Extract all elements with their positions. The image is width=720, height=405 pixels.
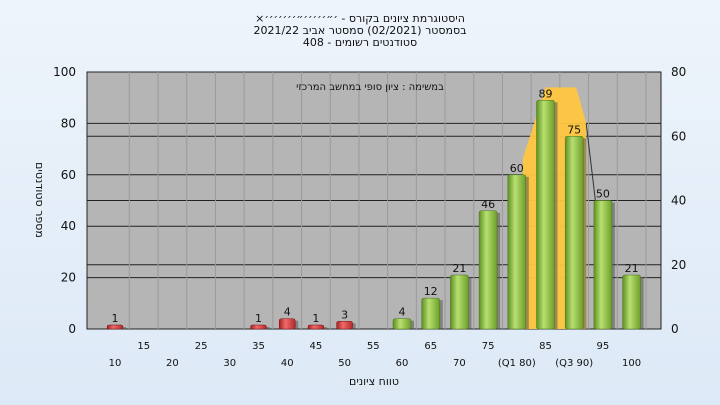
x-axis-label: טווח ציונים [349, 375, 399, 388]
y-tick-right-0: 0 [671, 322, 679, 336]
bar-60 [392, 318, 412, 330]
y-tick-left-5: 100 [53, 65, 76, 79]
y-tick-right-4: 80 [671, 65, 686, 79]
chart-title: ×היסטוגרמת ציונים בקורס - ׳״׳׳׳׳׳״׳׳׳׳׳׳… [255, 12, 465, 25]
bar-85 [536, 100, 555, 330]
y-axis-label: מספר סטודנטים [33, 162, 46, 238]
bar-40 [278, 318, 296, 330]
x-tick-lower-0: 10 [109, 358, 122, 369]
y-tick-right-2: 40 [671, 194, 686, 208]
bar-label-70: 21 [452, 262, 466, 275]
x-tick-upper-2: 35 [252, 341, 265, 352]
y-tick-left-0: 0 [68, 322, 76, 336]
x-tick-lower-7: (Q1 80) [498, 358, 536, 369]
x-tick-lower-9: 100 [622, 358, 641, 369]
x-tick-upper-4: 55 [367, 341, 380, 352]
bar-45 [307, 324, 325, 330]
bar-label-40: 4 [284, 306, 291, 319]
bar-label-80: 60 [510, 162, 524, 175]
x-tick-upper-8: 95 [597, 341, 610, 352]
x-tick-lower-6: 70 [453, 358, 466, 369]
y-tick-left-3: 60 [61, 168, 76, 182]
y-tick-right-3: 60 [671, 129, 686, 143]
x-tick-upper-0: 15 [137, 341, 150, 352]
x-tick-upper-3: 45 [310, 341, 323, 352]
x-tick-lower-4: 50 [338, 358, 351, 369]
bar-90 [564, 136, 584, 330]
bar-label-45: 1 [312, 312, 319, 325]
bar-50 [336, 321, 353, 330]
axes: 0 20 40 60 80 100 0 20 40 60 80 15 25 35 45 55 65 75 85 95 1… [53, 65, 686, 369]
bar-label-100: 21 [625, 262, 639, 275]
x-tick-lower-1: 20 [166, 358, 179, 369]
bar-80 [507, 174, 527, 330]
x-tick-lower-5: 60 [396, 358, 409, 369]
chart-annotation: במשימה : ציון סופי במחשב המרכזי [296, 82, 444, 93]
y-tick-left-2: 40 [61, 219, 76, 233]
bar-label-60: 4 [399, 306, 406, 319]
x-tick-upper-7: 85 [539, 341, 552, 352]
bar-100 [622, 274, 641, 330]
x-tick-lower-2: 30 [223, 358, 236, 369]
chart-subtitle: בסמסטר (02/2021) סמסטר אביב 2021/22 [253, 24, 467, 37]
y-tick-right-1: 20 [671, 258, 686, 272]
bar-label-95: 50 [596, 188, 610, 201]
bar-35 [250, 324, 267, 330]
bar-75 [478, 210, 498, 330]
bar-label-35: 1 [255, 312, 262, 325]
x-tick-upper-5: 65 [424, 341, 437, 352]
chart-student-count: סטודנטים רשומים - 408 [302, 36, 418, 49]
bar-label-90: 75 [567, 123, 581, 136]
bar-label-65: 12 [424, 285, 438, 298]
y-tick-left-4: 80 [61, 116, 76, 130]
trend-line [585, 123, 598, 214]
bar-label-85: 89 [539, 87, 553, 100]
bar-label-50: 3 [341, 308, 348, 321]
x-tick-lower-3: 40 [281, 358, 294, 369]
x-tick-upper-6: 75 [482, 341, 495, 352]
x-tick-lower-8: (Q3 90) [555, 358, 593, 369]
bar-70 [450, 274, 469, 330]
bar-label-75: 46 [481, 198, 495, 211]
y-tick-left-1: 20 [61, 271, 76, 285]
bar-95 [593, 200, 613, 330]
bar-10 [106, 324, 124, 330]
bar-label-10: 1 [112, 312, 119, 325]
x-tick-upper-1: 25 [195, 341, 208, 352]
bar-65 [421, 297, 440, 330]
bars: 1 1 4 1 3 4 12 21 46 60 89 75 50 21 [106, 87, 644, 330]
